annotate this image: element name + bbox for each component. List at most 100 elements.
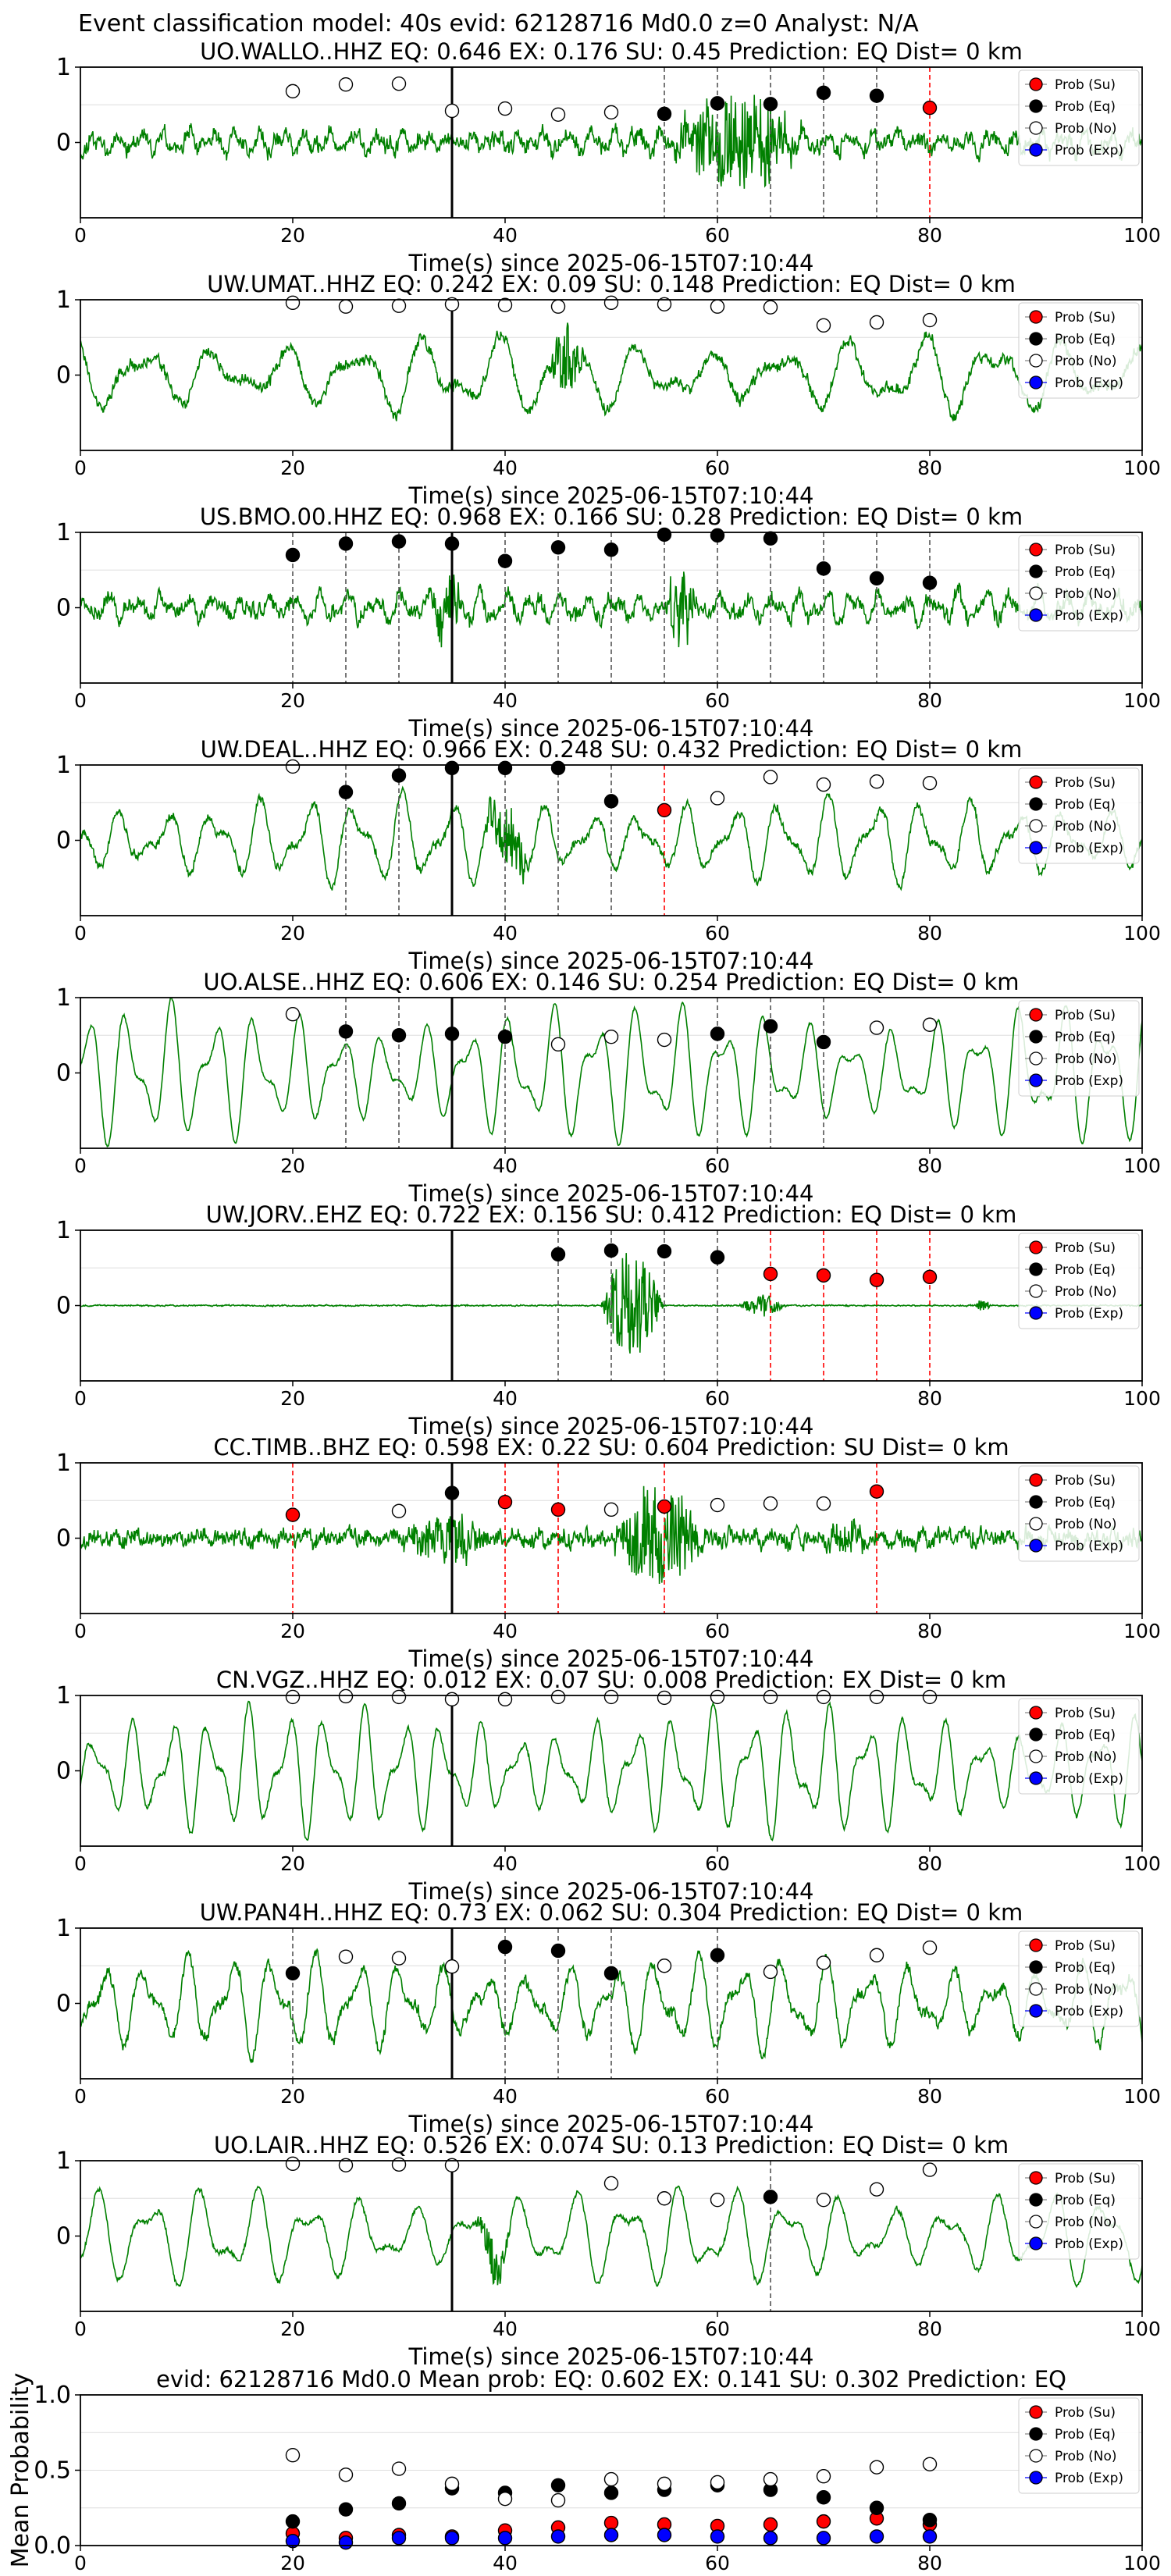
probability-marker-no xyxy=(550,107,566,122)
x-tick-label: 60 xyxy=(705,922,730,945)
probability-marker-eq xyxy=(391,768,407,783)
mean-probability-panel: evid: 62128716 Md0.0 Mean prob: EQ: 0.60… xyxy=(7,2366,1161,2574)
legend-marker-eq xyxy=(1029,1030,1043,1044)
x-tick-label: 40 xyxy=(493,2318,518,2340)
x-axis-label: Time(s) since 2025-06-15T07:10:44 xyxy=(408,715,814,742)
probability-marker-no xyxy=(285,1689,301,1705)
y-tick-label: 0 xyxy=(56,362,71,390)
probability-marker-eq xyxy=(763,97,778,112)
probability-marker-no xyxy=(922,312,938,328)
legend-label: Prob (Eq) xyxy=(1055,797,1116,813)
x-tick-label: 0 xyxy=(74,1852,87,1875)
probability-marker-eq xyxy=(603,1966,619,1981)
probability-marker-no xyxy=(922,775,938,791)
probability-marker-eq xyxy=(444,1485,460,1500)
probability-marker-eq xyxy=(285,547,301,563)
mean-probability-marker-no xyxy=(710,2475,725,2490)
x-axis-label: Time(s) since 2025-06-15T07:10:44 xyxy=(408,250,814,276)
probability-marker-no xyxy=(391,76,407,91)
y-tick-label: 1 xyxy=(56,1217,71,1244)
legend-label: Prob (No) xyxy=(1055,121,1117,137)
x-tick-label: 80 xyxy=(917,689,942,712)
probability-marker-no xyxy=(816,777,831,792)
mean-probability-marker-exp xyxy=(550,2529,566,2544)
mean-probability-marker-exp xyxy=(869,2529,884,2544)
mean-probability-marker-exp xyxy=(816,2531,831,2546)
legend-marker-no xyxy=(1029,819,1043,833)
legend-marker-exp xyxy=(1029,1771,1043,1785)
probability-marker-eq xyxy=(763,1019,778,1034)
mean-probability-marker-eq xyxy=(922,2512,938,2528)
x-tick-label: 100 xyxy=(1123,2318,1161,2340)
y-tick-label: 0 xyxy=(56,1991,71,2018)
probability-marker-eq xyxy=(497,1939,513,1955)
probability-marker-su xyxy=(657,802,672,818)
x-tick-label: 60 xyxy=(705,457,730,479)
probability-marker-eq xyxy=(869,571,884,586)
x-tick-label: 20 xyxy=(280,689,305,712)
legend-marker-no xyxy=(1029,586,1043,600)
probability-marker-no xyxy=(816,318,831,333)
legend-marker-exp xyxy=(1029,2236,1043,2250)
probability-marker-su xyxy=(922,1269,938,1285)
legend-label: Prob (Su) xyxy=(1055,1706,1116,1721)
probability-marker-eq xyxy=(550,760,566,776)
x-tick-label: 20 xyxy=(280,922,305,945)
probability-marker-eq xyxy=(550,540,566,555)
legend-label: Prob (Eq) xyxy=(1055,1727,1116,1743)
probability-marker-su xyxy=(285,1507,301,1522)
panel-title: UW.DEAL..HHZ EQ: 0.966 EX: 0.248 SU: 0.4… xyxy=(201,736,1023,763)
waveform-trace xyxy=(80,998,1142,1148)
x-tick-label: 60 xyxy=(705,1620,730,1642)
y-tick-label: 0.5 xyxy=(34,2457,71,2485)
probability-marker-eq xyxy=(603,1243,619,1258)
station-panel: UO.ALSE..HHZ EQ: 0.606 EX: 0.146 SU: 0.2… xyxy=(56,969,1161,1207)
probability-marker-no xyxy=(391,2157,407,2172)
probability-marker-eq xyxy=(444,536,460,551)
probability-marker-eq xyxy=(497,553,513,568)
mean-probability-marker-exp xyxy=(338,2535,354,2550)
legend-box xyxy=(1018,1000,1140,1097)
legend-marker-su xyxy=(1029,1240,1043,1254)
probability-marker-no xyxy=(338,2158,354,2172)
legend-label: Prob (Su) xyxy=(1055,1240,1116,1256)
y-tick-label: 1 xyxy=(56,1915,71,1942)
probability-marker-no xyxy=(444,2158,460,2172)
probability-marker-su xyxy=(869,1484,884,1499)
probability-marker-no xyxy=(603,1502,619,1517)
x-axis-label: Time(s) since 2025-06-15T07:10:44 xyxy=(408,2343,814,2370)
legend-label: Prob (No) xyxy=(1055,1517,1117,1532)
x-tick-label: 0 xyxy=(74,1387,87,1410)
probability-marker-no xyxy=(763,1496,778,1511)
probability-marker-no xyxy=(285,1007,301,1022)
probability-marker-no xyxy=(338,299,354,314)
probability-marker-no xyxy=(657,1032,672,1048)
legend-label: Prob (Exp) xyxy=(1055,841,1123,856)
legend-label: Prob (Exp) xyxy=(1055,1771,1123,1787)
probability-marker-eq xyxy=(763,531,778,546)
panel-title: UW.UMAT..HHZ EQ: 0.242 EX: 0.09 SU: 0.14… xyxy=(207,271,1016,297)
waveform-trace xyxy=(80,94,1142,189)
x-tick-label: 40 xyxy=(493,457,518,479)
waveform-trace xyxy=(80,2185,1142,2289)
probability-marker-eq xyxy=(816,1034,831,1050)
probability-marker-eq xyxy=(763,2190,778,2204)
x-tick-label: 100 xyxy=(1123,457,1161,479)
x-axis-label: Time(s) since 2025-06-15T07:10:44 xyxy=(408,482,814,509)
x-tick-label: 80 xyxy=(917,1155,942,1177)
probability-marker-no xyxy=(497,1692,513,1707)
y-tick-label: 0.0 xyxy=(34,2532,71,2560)
probability-marker-eq xyxy=(550,1247,566,1262)
x-tick-label: 20 xyxy=(280,1620,305,1642)
station-panel: UW.UMAT..HHZ EQ: 0.242 EX: 0.09 SU: 0.14… xyxy=(56,271,1161,509)
legend-marker-su xyxy=(1029,1938,1043,1952)
legend-label: Prob (Su) xyxy=(1055,775,1116,791)
y-tick-label: 1 xyxy=(56,1450,71,1477)
x-tick-label: 100 xyxy=(1123,1387,1161,1410)
x-tick-label: 20 xyxy=(280,457,305,479)
x-tick-label: 60 xyxy=(705,1387,730,1410)
probability-marker-eq xyxy=(338,536,354,551)
mean-probability-marker-eq xyxy=(550,2478,566,2493)
legend-marker-no xyxy=(1029,121,1043,135)
probability-marker-eq xyxy=(657,527,672,543)
